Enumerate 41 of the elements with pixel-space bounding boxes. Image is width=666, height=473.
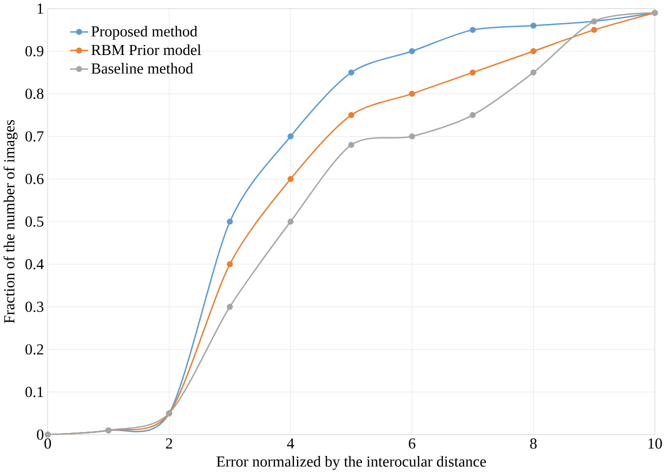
point bbox=[530, 48, 536, 54]
legend-label: Proposed method bbox=[91, 26, 198, 40]
y-tick-label: 1 bbox=[38, 3, 44, 14]
point bbox=[408, 90, 416, 97]
y-tick-label: 0.5 bbox=[25, 216, 44, 227]
point bbox=[348, 112, 354, 118]
x-tick-label: 0 bbox=[44, 438, 51, 448]
point bbox=[530, 69, 536, 76]
legend-label: RBM Prior model bbox=[91, 44, 202, 55]
legend-label: Baseline method bbox=[91, 62, 194, 74]
point bbox=[288, 133, 294, 140]
point bbox=[470, 69, 476, 76]
point bbox=[348, 142, 354, 148]
point bbox=[348, 69, 354, 76]
x-axis-title: Error normalized by the interocular distance bbox=[216, 456, 486, 470]
y-tick-label: 0.1 bbox=[25, 386, 44, 398]
y-axis-title: Fraction of the number of images bbox=[4, 120, 18, 324]
point bbox=[226, 260, 233, 268]
point bbox=[288, 218, 294, 224]
x-tick-label: 2 bbox=[166, 438, 172, 448]
point bbox=[226, 218, 233, 224]
y-tick-label: 0.3 bbox=[25, 301, 44, 312]
y-tick-label: 0.4 bbox=[25, 258, 44, 270]
point bbox=[591, 26, 598, 33]
y-tick-label: 0.6 bbox=[25, 174, 44, 184]
point bbox=[470, 26, 476, 33]
point bbox=[408, 48, 416, 54]
x-tick-label: 6 bbox=[408, 438, 416, 448]
x-tick-label: 4 bbox=[287, 438, 294, 448]
y-tick-label: 0.8 bbox=[25, 88, 44, 99]
point bbox=[288, 176, 294, 182]
x-tick-label: 10 bbox=[648, 438, 662, 448]
point bbox=[470, 112, 476, 118]
point bbox=[408, 133, 416, 140]
y-tick-label: 0.7 bbox=[25, 131, 44, 142]
y-tick-label: 0 bbox=[36, 429, 44, 440]
y-tick-label: 0.9 bbox=[25, 46, 44, 56]
point bbox=[226, 304, 233, 310]
x-tick-label: 8 bbox=[530, 438, 537, 448]
y-tick-label: 0.2 bbox=[25, 344, 44, 354]
point bbox=[530, 22, 536, 28]
